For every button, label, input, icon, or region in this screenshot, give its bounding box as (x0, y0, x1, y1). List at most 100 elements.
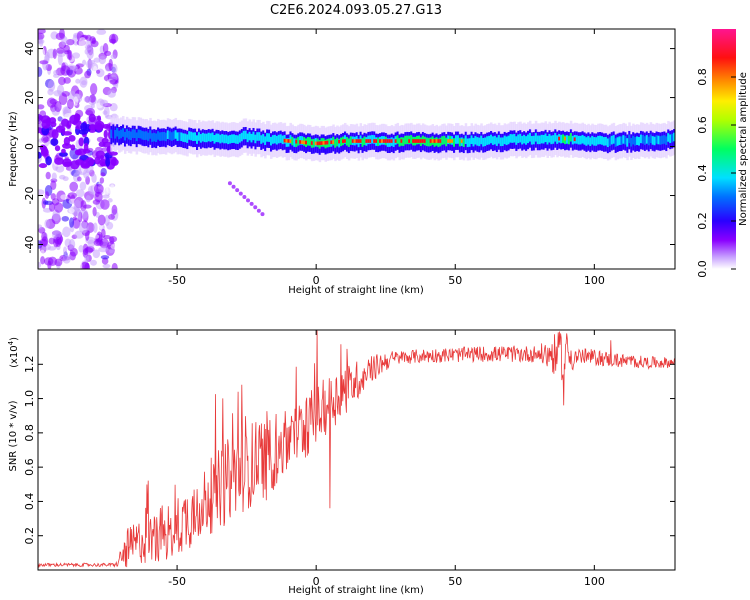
spectrogram-signal-blob (50, 121, 57, 128)
spectrogram-ridge-core (612, 135, 616, 144)
spectrogram-ridge-core (345, 136, 349, 146)
snr-ytick-label: 0.6 (23, 458, 36, 476)
spectrogram-ridge-core (112, 128, 115, 137)
spectrogram-ridge-peak (449, 139, 452, 143)
spectrogram-noise-blob (73, 199, 81, 212)
spectrogram-noise-blob (78, 244, 84, 253)
spectrogram-ridge-core (404, 135, 407, 145)
spectrogram-ridge-core (503, 135, 507, 145)
spectrogram-ridge-core (491, 136, 495, 145)
spectrogram-ridge-core (669, 134, 672, 144)
spectrogram-noise-blob (44, 219, 50, 229)
spectrogram-ridge-core (194, 132, 197, 141)
spectrogram-ytick-label: 20 (23, 91, 36, 105)
spectrogram-noise-blob (109, 38, 117, 44)
spectrogram-ridge-core (532, 135, 536, 145)
spectrogram-ridge-core (468, 138, 472, 147)
spectrogram-ridge-core (657, 135, 660, 145)
spectrogram-signal-blob (105, 157, 111, 167)
spectrogram-ridge-core (205, 133, 209, 143)
colorbar-tick-label: 0.2 (696, 212, 709, 230)
spectrogram-noise-blob (38, 39, 45, 44)
spectrogram-ridge-peak (382, 139, 386, 143)
spectrogram-ridge-peak (367, 139, 370, 143)
spectrogram-ridge-peak (408, 139, 411, 143)
spectrogram-noise-blob (84, 255, 89, 263)
spectrogram-noise-blob (58, 76, 66, 86)
spectrogram-noise-blob (110, 243, 120, 250)
spectrogram-ridge-core (587, 136, 590, 145)
spectrogram-ridge-core (501, 137, 505, 147)
spectrogram-noise-blob (40, 249, 45, 257)
spectrogram-noise-blob (62, 254, 71, 264)
spectrogram-ridge-core (334, 139, 337, 148)
spectrogram-signal-blob (39, 144, 46, 151)
spectrogram-ridge-core (528, 133, 532, 142)
spectrogram-noise-blob (109, 248, 114, 254)
spectrogram-ridge-core (297, 137, 300, 146)
spectrogram-noise-blob (75, 78, 81, 84)
spectrogram-track-blob (256, 208, 261, 213)
spectrogram-noise-blob (56, 47, 65, 54)
spectrogram-noise-blob (109, 236, 115, 245)
spectrogram-ridge-core (454, 135, 458, 144)
spectrogram-noise-blob (79, 181, 87, 191)
spectrogram-noise-blob (94, 191, 103, 203)
spectrogram-xtick-label: 100 (584, 274, 605, 287)
snr-xlabel: Height of straight line (km) (288, 585, 424, 596)
spectrogram-ridge-peak (435, 139, 438, 143)
spectrogram-noise-blob (90, 103, 95, 109)
spectrogram-ridge-core (135, 132, 139, 142)
spectrogram-ridge-core (466, 138, 470, 148)
spectrogram-ridge-core (170, 132, 174, 141)
spectrogram-signal-blob (58, 151, 68, 157)
spectrogram-ridge-core (427, 137, 431, 147)
spectrogram-ridge-core (661, 135, 664, 145)
spectrogram-noise-blob (46, 97, 57, 108)
spectrogram-ridge-core (653, 136, 657, 146)
spectrogram-ridge-core (229, 134, 232, 144)
spectrogram-ridge-core (123, 131, 127, 141)
spectrogram-ridge-core (632, 135, 635, 145)
spectrogram-ridge-core (291, 136, 294, 146)
spectrogram-ridge-core (125, 129, 129, 138)
spectrogram-ridge-core (227, 135, 230, 145)
spectrogram-ridge-peak (421, 139, 425, 143)
spectrogram-ridge-core (248, 131, 252, 141)
spectrogram-ridge-core (634, 137, 637, 146)
snr-ytick-label: 0.2 (23, 527, 36, 545)
spectrogram-noise-blob (110, 54, 116, 60)
spectrogram-noise-blob (100, 35, 105, 43)
spectrogram-ridge-core (219, 134, 222, 144)
spectrogram-noise-blob (101, 147, 108, 152)
spectrogram-ridge-core (509, 134, 512, 143)
spectrogram-ridge-core (221, 134, 224, 143)
spectrogram-ridge-core (371, 134, 374, 144)
spectrogram-noise-blob (102, 194, 110, 199)
spectrogram-track-blob (249, 201, 254, 206)
spectrogram-ridge-peak (412, 139, 415, 143)
spectrogram-noise-blob (93, 183, 104, 194)
spectrogram-ridge-core (232, 134, 236, 143)
spectrogram-signal-blob (55, 125, 66, 133)
spectrogram-noise-blob (65, 38, 75, 46)
spectrogram-ridge-core (456, 135, 460, 144)
spectrogram-noise-blob (47, 246, 57, 251)
spectrogram-ytick-label: 0 (23, 143, 36, 150)
spectrogram-ridge-core (478, 137, 481, 147)
spectrogram-ridge-peak (285, 138, 289, 143)
snr-ytick-label: 0.4 (23, 493, 36, 511)
spectrogram-noise-blob (84, 70, 91, 79)
spectrogram-ridge-core (168, 131, 172, 140)
spectrogram-noise-blob (63, 77, 71, 84)
snr-content (38, 330, 675, 568)
figure-title: C2E6.2024.093.05.27.G13 (270, 3, 442, 18)
spectrogram-ridge-core (271, 135, 275, 144)
colorbar-tick-label: 0.6 (696, 116, 709, 134)
spectrogram-ridge-core (129, 131, 133, 141)
spectrogram-ridge-core (589, 137, 592, 147)
spectrogram-ridge-core (628, 134, 631, 144)
spectrogram-signal-blob (70, 144, 76, 151)
spectrogram-ridge-core (521, 135, 524, 145)
spectrogram-ridge-peak (283, 138, 287, 143)
